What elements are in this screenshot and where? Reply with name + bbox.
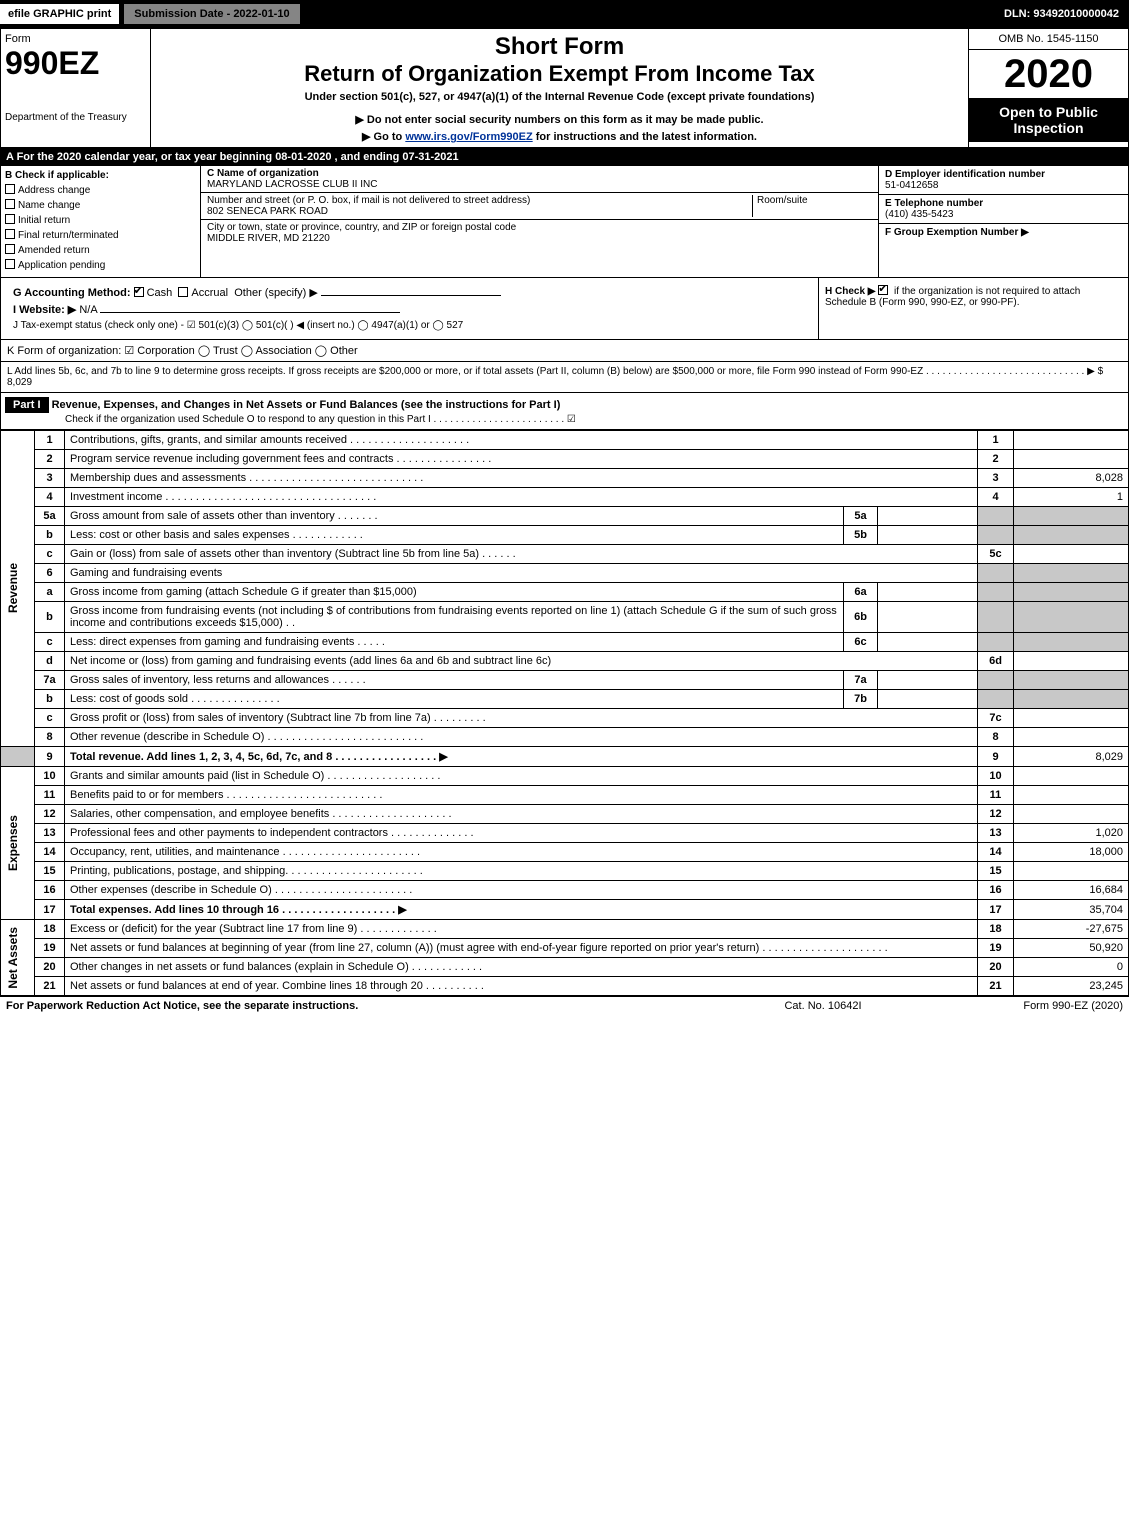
room-suite: Room/suite bbox=[752, 195, 872, 217]
c-label: C Name of organization bbox=[207, 168, 872, 179]
c-block: C Name of organization MARYLAND LACROSSE… bbox=[201, 166, 878, 277]
h-block: H Check ▶ if the organization is not req… bbox=[818, 278, 1128, 339]
expenses-vlabel: Expenses bbox=[6, 815, 20, 871]
form-word: Form bbox=[5, 33, 146, 45]
chk-application-pending[interactable]: Application pending bbox=[5, 258, 196, 271]
form-number: 990EZ bbox=[5, 45, 146, 82]
form-header: Form 990EZ Department of the Treasury Sh… bbox=[0, 28, 1129, 148]
k-line: K Form of organization: ☑ Corporation ◯ … bbox=[0, 340, 1129, 362]
paperwork-notice: For Paperwork Reduction Act Notice, see … bbox=[6, 1000, 723, 1012]
e-label: E Telephone number bbox=[885, 198, 1122, 209]
efile-print-label: efile GRAPHIC print bbox=[0, 4, 119, 24]
b-checkboxes: B Check if applicable: Address change Na… bbox=[1, 166, 201, 277]
chk-accrual[interactable] bbox=[178, 287, 188, 297]
dln-label: DLN: 93492010000042 bbox=[994, 4, 1129, 24]
page-footer: For Paperwork Reduction Act Notice, see … bbox=[0, 996, 1129, 1015]
ein-value: 51-0412658 bbox=[885, 180, 1122, 191]
i-line: I Website: ▶ N/A bbox=[7, 301, 812, 318]
chk-name-change[interactable]: Name change bbox=[5, 198, 196, 211]
org-name: MARYLAND LACROSSE CLUB II INC bbox=[207, 179, 872, 190]
g-h-block: G Accounting Method: Cash Accrual Other … bbox=[0, 278, 1129, 340]
chk-schedule-b[interactable] bbox=[878, 285, 888, 295]
revenue-vlabel: Revenue bbox=[6, 563, 20, 613]
phone-value: (410) 435-5423 bbox=[885, 209, 1122, 220]
header-right: OMB No. 1545-1150 2020 Open to Public In… bbox=[968, 29, 1128, 147]
header-mid: Short Form Return of Organization Exempt… bbox=[151, 29, 968, 147]
tax-year: 2020 bbox=[969, 50, 1128, 98]
cat-no: Cat. No. 10642I bbox=[723, 1000, 923, 1012]
part1-check: Check if the organization used Schedule … bbox=[65, 414, 576, 425]
period-bar: A For the 2020 calendar year, or tax yea… bbox=[0, 148, 1129, 166]
city-val: MIDDLE RIVER, MD 21220 bbox=[207, 233, 872, 244]
chk-address-change[interactable]: Address change bbox=[5, 183, 196, 196]
goto-link[interactable]: ▶ Go to www.irs.gov/Form990EZ for instru… bbox=[155, 130, 964, 143]
b-label: B Check if applicable: bbox=[5, 170, 196, 181]
chk-initial-return[interactable]: Initial return bbox=[5, 213, 196, 226]
part1-table: Revenue 1 Contributions, gifts, grants, … bbox=[0, 430, 1129, 996]
street-label: Number and street (or P. O. box, if mail… bbox=[207, 195, 752, 206]
open-to-public: Open to Public Inspection bbox=[969, 98, 1128, 142]
omb-number: OMB No. 1545-1150 bbox=[969, 29, 1128, 50]
under-section: Under section 501(c), 527, or 4947(a)(1)… bbox=[155, 91, 964, 103]
submission-date-label: Submission Date - 2022-01-10 bbox=[123, 3, 300, 25]
j-line: J Tax-exempt status (check only one) - ☑… bbox=[7, 318, 812, 333]
return-title: Return of Organization Exempt From Incom… bbox=[155, 61, 964, 87]
short-form-title: Short Form bbox=[155, 33, 964, 61]
d-block: D Employer identification number 51-0412… bbox=[878, 166, 1128, 277]
no-ssn-warning: ▶ Do not enter social security numbers o… bbox=[155, 113, 964, 126]
l-line: L Add lines 5b, 6c, and 7b to line 9 to … bbox=[0, 362, 1129, 393]
d-label: D Employer identification number bbox=[885, 169, 1122, 180]
f-label: F Group Exemption Number ▶ bbox=[885, 227, 1122, 238]
part1-label: Part I bbox=[5, 397, 49, 413]
chk-final-return[interactable]: Final return/terminated bbox=[5, 228, 196, 241]
irs-link[interactable]: www.irs.gov/Form990EZ bbox=[405, 131, 532, 143]
city-label: City or town, state or province, country… bbox=[207, 222, 872, 233]
chk-amended-return[interactable]: Amended return bbox=[5, 243, 196, 256]
header-left: Form 990EZ Department of the Treasury bbox=[1, 29, 151, 147]
website-value: N/A bbox=[79, 304, 97, 316]
netassets-vlabel: Net Assets bbox=[6, 927, 20, 989]
part1-title: Revenue, Expenses, and Changes in Net As… bbox=[52, 399, 561, 411]
g-line: G Accounting Method: Cash Accrual Other … bbox=[7, 284, 812, 301]
chk-cash[interactable] bbox=[134, 287, 144, 297]
top-bar: efile GRAPHIC print Submission Date - 20… bbox=[0, 0, 1129, 28]
part1-header: Part I Revenue, Expenses, and Changes in… bbox=[0, 393, 1129, 430]
street-val: 802 SENECA PARK ROAD bbox=[207, 206, 752, 217]
form-990ez-label: Form 990-EZ (2020) bbox=[923, 1000, 1123, 1012]
info-grid: B Check if applicable: Address change Na… bbox=[0, 166, 1129, 278]
dept-treasury: Department of the Treasury bbox=[5, 112, 146, 123]
